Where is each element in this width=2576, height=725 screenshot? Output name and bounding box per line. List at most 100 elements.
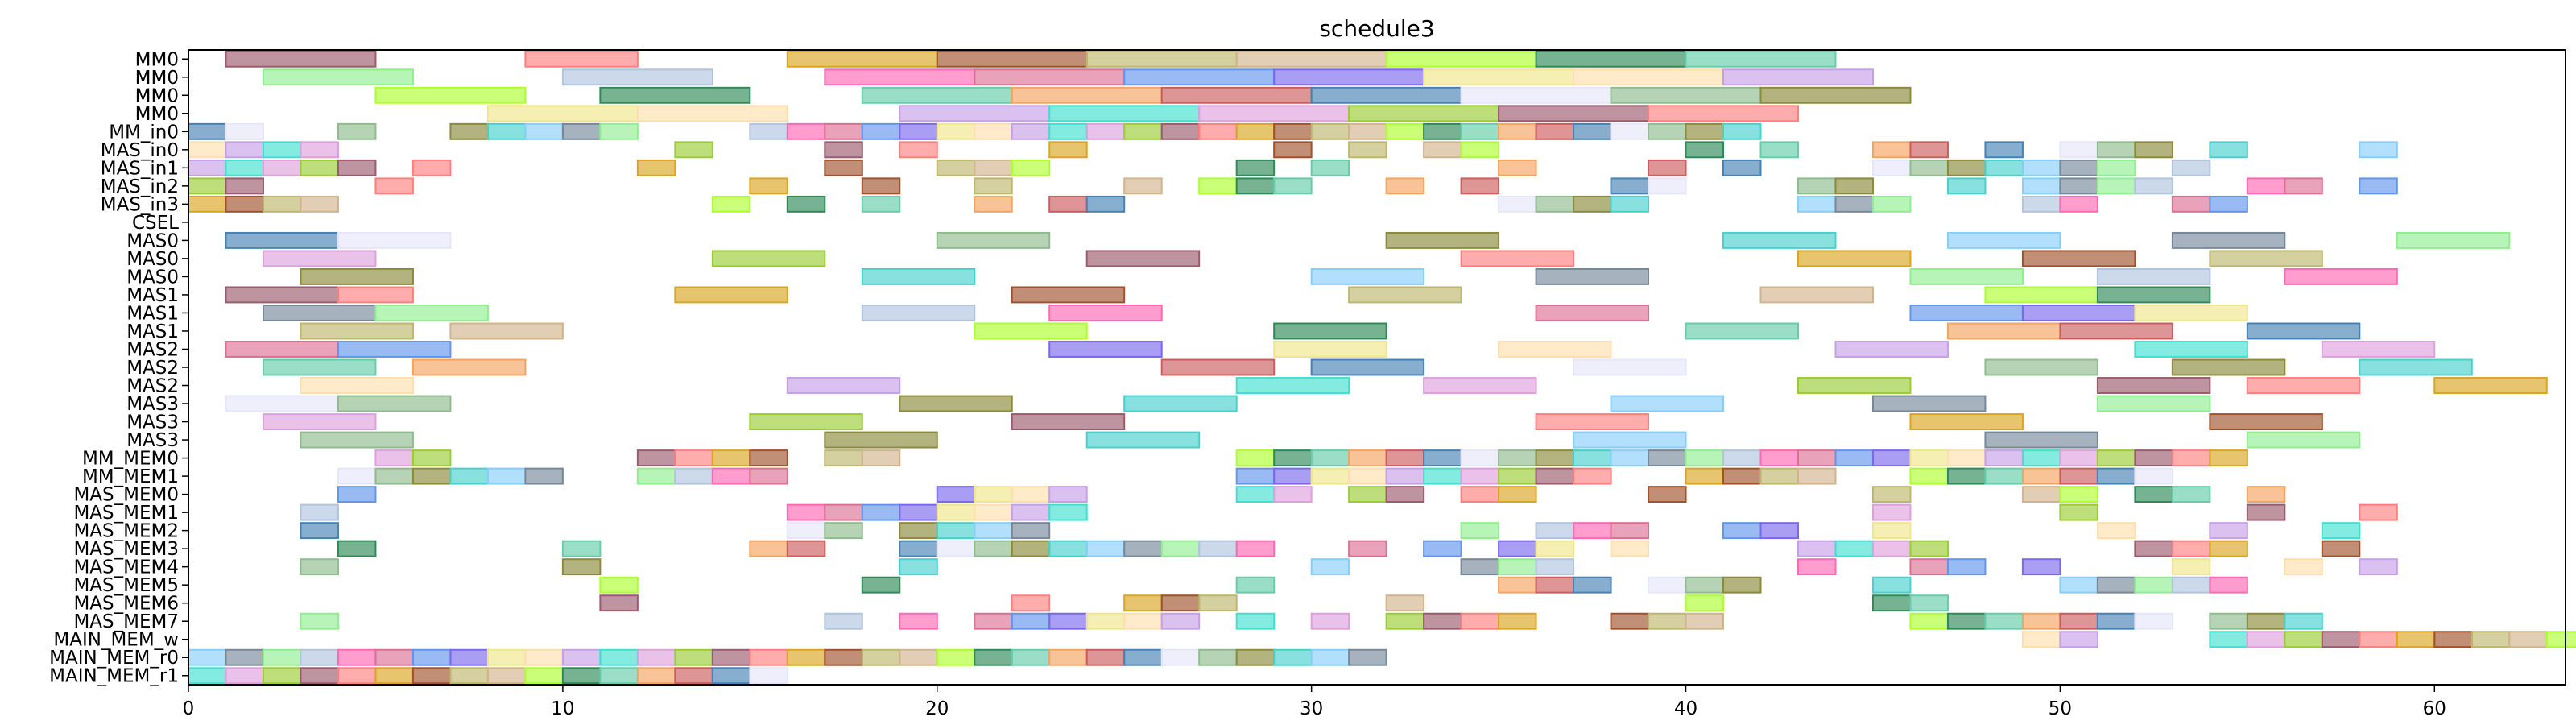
task-bar [411,159,452,176]
task-bar [2171,358,2286,376]
task-bar [337,467,377,485]
task-bar [1759,467,1799,485]
task-bar [636,648,676,666]
task-bar [1498,558,1537,576]
y-tick-label: MM_in0 [109,122,179,143]
task-bar [1048,195,1088,213]
task-bar [337,667,377,685]
task-bar [1273,467,1313,485]
y-tick-label: MAS3 [126,430,179,451]
task-bar [1909,304,2024,321]
task-bar [561,68,713,86]
task-bar [1610,540,1650,557]
task-bar [1871,540,1912,557]
task-bar [2021,486,2061,503]
task-bar [824,522,863,540]
task-bar [2321,540,2361,557]
task-bar [1871,159,1912,176]
task-bar [1085,122,1126,140]
task-bar [1460,450,1500,467]
task-bar [2096,159,2136,176]
task-bar [824,503,863,521]
task-bar [1160,122,1201,140]
task-bar [861,267,976,285]
task-bar [1498,450,1537,467]
task-bar [1235,576,1276,594]
task-bar [1498,122,1537,140]
task-bar [449,467,489,485]
task-bar [786,377,901,394]
task-bar [899,503,938,521]
task-bar [188,141,227,159]
task-bar [711,667,751,685]
task-bar [1797,558,1837,576]
task-bar [936,50,1088,68]
task-bar [1423,612,1462,630]
task-bar [561,122,602,140]
task-bar [1273,486,1313,503]
task-bar [1498,341,1612,358]
task-bar [2059,177,2098,195]
task-bar [1871,450,1912,467]
task-bar [1048,486,1088,503]
task-bar [1535,558,1575,576]
task-bar [374,667,414,685]
y-tick-label: CSEL [132,213,179,234]
task-bar [1423,450,1462,467]
task-bar [1123,122,1163,140]
task-bar [486,467,527,485]
y-tick-label: MAS0 [126,267,179,288]
task-bar [2096,450,2136,467]
task-bar [1871,522,1912,540]
task-bar [561,667,602,685]
task-bar [1310,86,1462,104]
task-bar [2059,486,2098,503]
task-bar [1685,122,1725,140]
task-bar [2359,177,2398,195]
task-bar [1011,648,1051,666]
task-bar [2508,631,2548,648]
task-bar [1460,558,1500,576]
task-bar [2359,503,2398,521]
task-bar [262,304,377,321]
task-bar [974,68,1126,86]
task-bar [786,503,826,521]
task-bar [2171,486,2211,503]
task-bar [1310,267,1425,285]
task-bar [2209,250,2323,267]
task-bar [636,105,788,122]
task-bar [2096,267,2211,285]
task-bar [1235,122,1276,140]
task-bar [188,195,227,213]
task-bar [1946,612,1987,630]
task-bar [1722,122,1762,140]
task-bar [337,648,377,666]
task-bar [374,648,414,666]
task-bar [1685,141,1725,159]
task-bar [2359,631,2398,648]
task-bar [1085,612,1126,630]
task-bar [2246,377,2361,394]
task-bar [2471,631,2511,648]
task-bar [1909,450,1949,467]
task-bar [1310,467,1350,485]
task-bar [1648,177,1687,195]
task-bar [1909,159,1949,176]
task-bar [2059,195,2098,213]
task-bar [861,86,1013,104]
task-bar [1797,377,1912,394]
task-bar [1909,612,1949,630]
task-bar [1048,612,1088,630]
task-bar [2134,540,2173,557]
task-bar [524,467,564,485]
task-bar [1235,540,1276,557]
y-tick-label: MAS_in3 [101,194,179,215]
task-bar [300,558,339,576]
y-tick-label: MAS1 [126,321,179,342]
task-bar [974,612,1013,630]
task-bar [1946,159,1987,176]
task-bar [1871,594,1912,612]
task-bar [861,177,901,195]
task-bar [2209,631,2248,648]
